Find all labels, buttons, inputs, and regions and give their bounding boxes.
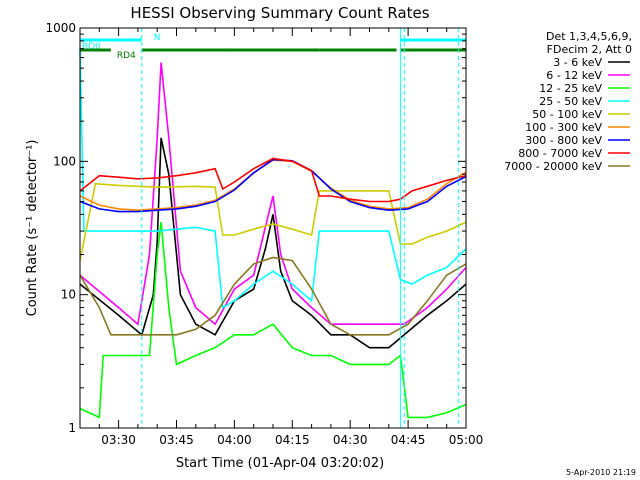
markers-group: RD0 N RD4 [80,33,466,61]
legend-entry-label: 7000 - 20000 keV [504,160,602,173]
legend-entry-label: 3 - 6 keV [553,56,602,69]
legend: Det 1,3,4,5,6,9,FDecim 2, Att 03 - 6 keV… [504,30,632,173]
y-tick-label: 10 [61,288,76,302]
y-axis-label: Count Rate (s⁻¹ detector⁻¹) [25,140,40,317]
legend-entry-label: 50 - 100 keV [532,108,602,121]
legend-header-line: Det 1,3,4,5,6,9, [546,30,632,43]
series-line [79,182,467,261]
y-tick-label: 1 [68,421,76,435]
timestamp: 5-Apr-2010 21:19 [566,468,636,477]
x-tick-label: 05:00 [449,433,484,447]
series-line [79,256,467,336]
y-tick-label: 100 [53,154,76,168]
x-tick-label: 04:45 [391,433,426,447]
legend-header-line: FDecim 2, Att 0 [547,43,632,56]
y-tick-label: 1000 [45,21,76,35]
series-group [79,48,467,419]
y-axis: 1 10 100 1000 [45,21,466,435]
legend-entry-label: 12 - 25 keV [539,82,602,95]
legend-entry-label: 6 - 12 keV [546,69,602,82]
x-tick-label: 04:00 [217,433,252,447]
x-axis: 03:30 03:45 04:00 04:15 04:30 04:45 05:00 [79,28,484,447]
legend-entry-label: 100 - 300 keV [525,121,602,134]
state-bar-label: RD4 [117,51,136,61]
x-tick-label: 03:30 [101,433,136,447]
x-tick-label: 04:30 [333,433,368,447]
x-axis-label: Start Time (01-Apr-04 03:20:02) [176,456,384,471]
state-bar-label: N [154,33,161,43]
chart-title: HESSI Observing Summary Count Rates [130,4,429,22]
legend-entry-label: 25 - 50 keV [539,95,602,108]
series-line [79,62,467,326]
legend-entry-label: 800 - 7000 keV [518,147,602,160]
legend-entry-label: 300 - 800 keV [525,134,602,147]
x-tick-label: 04:15 [275,433,310,447]
state-bar-label: RD0 [82,42,101,52]
series-line [79,48,467,309]
series-line [79,137,467,349]
series-line [79,157,467,203]
series-line [79,158,467,213]
x-tick-label: 03:45 [159,433,194,447]
